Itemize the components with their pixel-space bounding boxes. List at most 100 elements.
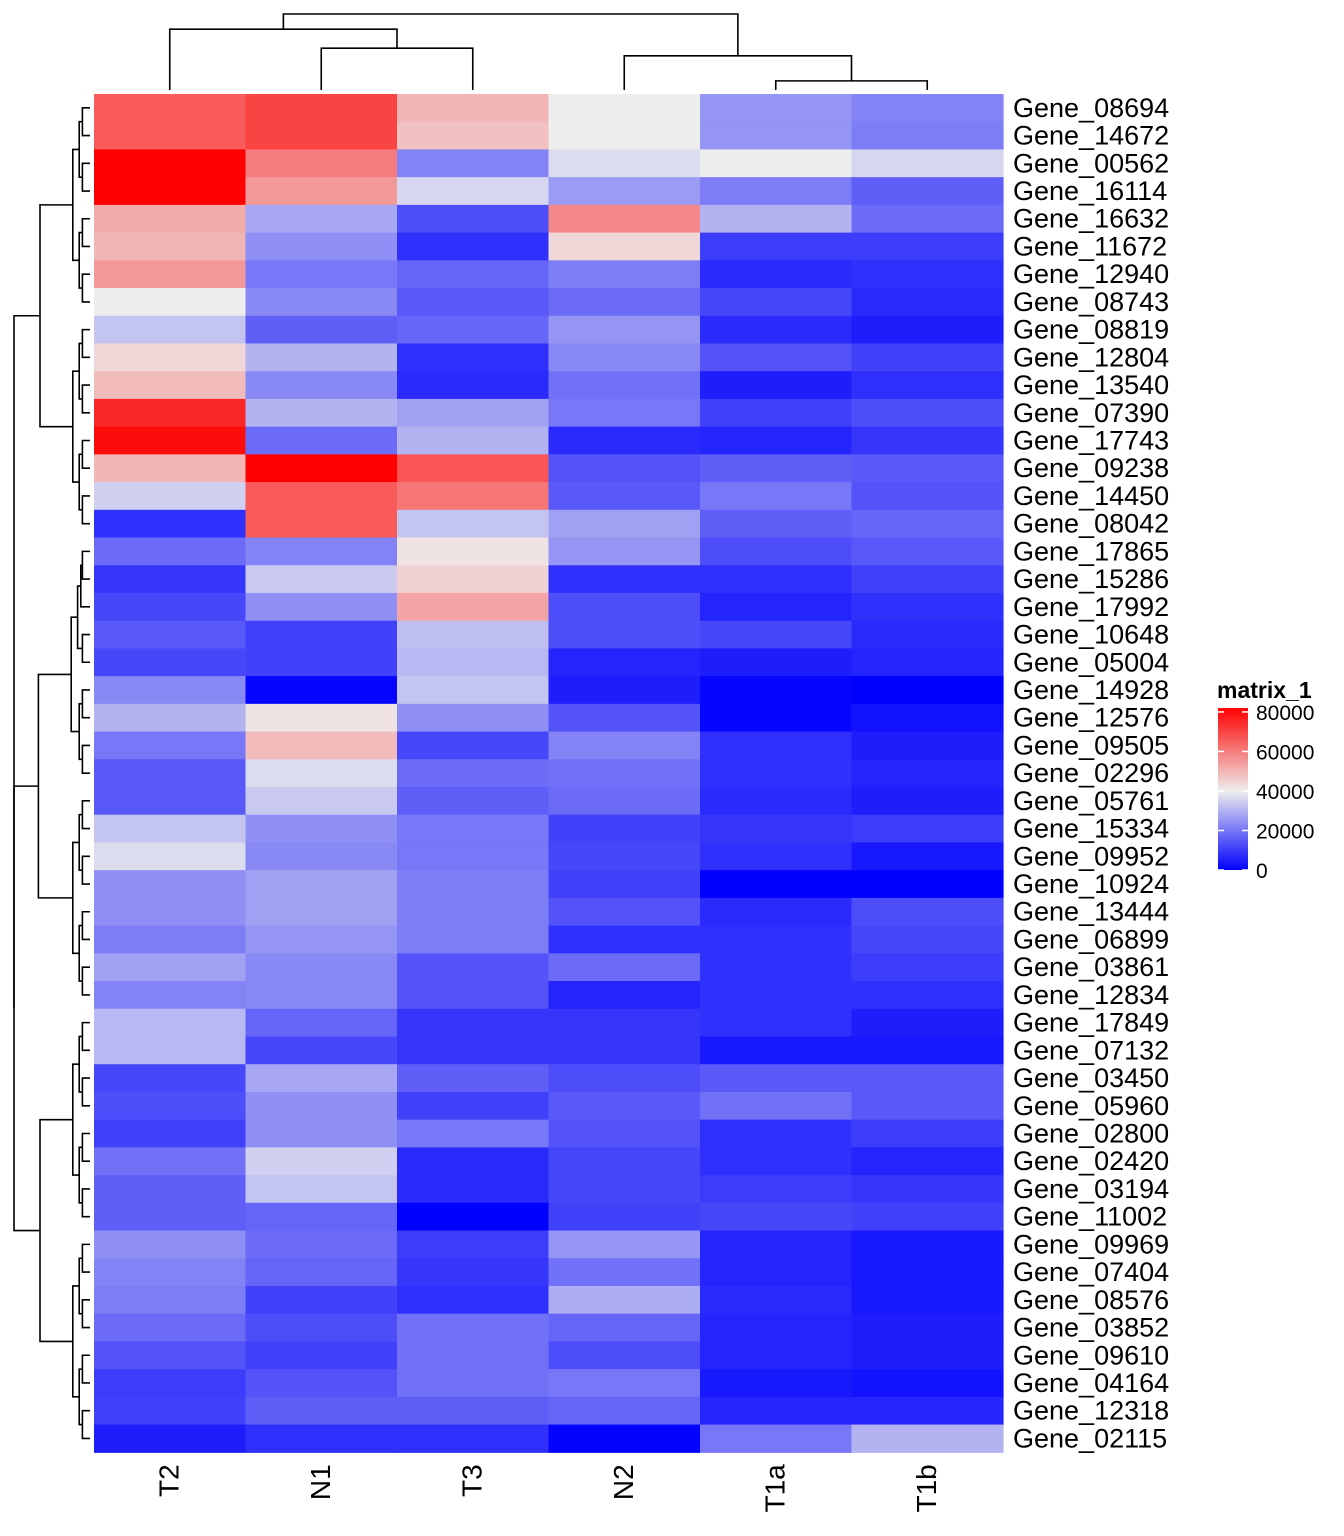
heatmap-cell: [548, 1119, 701, 1148]
heatmap-cell: [245, 620, 398, 649]
heatmap-cell: [700, 288, 853, 317]
column-dendrogram-branch: [168, 28, 398, 90]
heatmap-cell: [245, 204, 398, 234]
heatmap-cell: [94, 1091, 247, 1121]
heatmap-cell: [94, 1202, 247, 1232]
color-legend: matrix_1 80000 60000 40000 20000 0: [1217, 677, 1314, 883]
heatmap-cell: [700, 1285, 853, 1315]
heatmap-cell: [397, 398, 550, 428]
heatmap-cell: [94, 842, 247, 871]
heatmap-cell: [397, 1036, 550, 1065]
heatmap-cell: [700, 398, 853, 428]
heatmap-cell: [548, 897, 701, 927]
heatmap-cell: [245, 1424, 398, 1453]
heatmap-cell: [700, 482, 853, 511]
heatmap-cell: [94, 1036, 247, 1065]
heatmap-cell: [851, 398, 1004, 428]
heatmap-cell: [700, 1036, 853, 1065]
heatmap-cell: [397, 371, 550, 400]
heatmap-cell: [851, 1202, 1004, 1232]
heatmap-cell: [851, 149, 1004, 178]
heatmap-cell: [94, 288, 247, 317]
row-dendrogram-branch: [81, 1021, 90, 1052]
legend-tick-label: 0: [1256, 860, 1268, 883]
heatmap-cell: [548, 1008, 701, 1038]
gene-label: Gene_05761: [1013, 786, 1169, 816]
legend-title: matrix_1: [1217, 677, 1312, 703]
gene-label: Gene_12318: [1013, 1396, 1169, 1426]
heatmap-cell: [94, 371, 247, 400]
heatmap-cell: [700, 703, 853, 733]
heatmap-cell: [700, 343, 853, 372]
heatmap-cell: [851, 925, 1004, 954]
heatmap-cell: [245, 703, 398, 733]
heatmap-cell: [851, 676, 1004, 705]
gene-label: Gene_07132: [1013, 1035, 1169, 1065]
heatmap-cell: [94, 1008, 247, 1038]
legend-tick-label: 80000: [1256, 702, 1314, 725]
gene-label: Gene_17743: [1013, 426, 1169, 456]
heatmap-cell: [548, 1202, 701, 1232]
heatmap-cell: [851, 1313, 1004, 1342]
heatmap-cell: [851, 787, 1004, 816]
heatmap-cell: [851, 315, 1004, 345]
gene-label: Gene_12940: [1013, 259, 1169, 289]
heatmap-cell: [700, 454, 853, 483]
heatmap-cell: [851, 426, 1004, 455]
heatmap-cell: [851, 1230, 1004, 1259]
heatmap-cell: [94, 204, 247, 234]
gene-label: Gene_11672: [1013, 231, 1167, 261]
gene-label: Gene_04164: [1013, 1368, 1169, 1398]
heatmap-cell: [700, 260, 853, 289]
heatmap-cell: [548, 454, 701, 483]
heatmap-cell: [851, 1119, 1004, 1148]
heatmap-cell: [245, 814, 398, 844]
heatmap-cell: [245, 1285, 398, 1315]
heatmap-cell: [851, 1424, 1004, 1453]
heatmap-cell: [397, 121, 550, 151]
gene-label: Gene_14450: [1013, 481, 1169, 511]
heatmap-cell: [397, 842, 550, 871]
heatmap-cell: [397, 315, 550, 345]
row-dendrogram-branch: [81, 439, 90, 470]
row-dendrogram-branch: [81, 1077, 90, 1107]
heatmap-cell: [851, 1258, 1004, 1287]
heatmap-cell: [397, 343, 550, 372]
heatmap-cell: [851, 1341, 1004, 1370]
heatmap-cell: [548, 149, 701, 178]
heatmap-cell: [851, 454, 1004, 483]
heatmap-cell: [700, 648, 853, 677]
heatmap-cell: [851, 371, 1004, 400]
gene-label: Gene_16632: [1013, 204, 1169, 234]
heatmap-cell: [94, 1175, 247, 1204]
row-dendrogram-branch: [72, 148, 80, 262]
heatmap-cell: [851, 897, 1004, 927]
heatmap-cell: [548, 1064, 701, 1093]
heatmap-cell: [548, 288, 701, 317]
gene-label: Gene_17992: [1013, 592, 1169, 622]
heatmap-cell: [245, 1258, 398, 1287]
gene-label: Gene_08819: [1013, 315, 1169, 345]
heatmap-cell: [851, 565, 1004, 594]
gene-label: Gene_12576: [1013, 703, 1169, 733]
heatmap-cell: [245, 121, 398, 151]
heatmap-cell: [397, 925, 550, 954]
heatmap-cell: [245, 398, 398, 428]
heatmap-cell: [397, 814, 550, 844]
heatmap-cell: [700, 953, 853, 982]
heatmap-cells: [94, 94, 1004, 1453]
row-dendrogram-branch: [81, 689, 90, 719]
heatmap-cell: [397, 509, 550, 539]
row-dendrogram-branch: [81, 744, 90, 774]
heatmap-cell: [851, 814, 1004, 844]
heatmap-cell: [94, 759, 247, 788]
heatmap-cell: [245, 897, 398, 927]
heatmap-cell: [548, 703, 701, 733]
heatmap-cell: [548, 648, 701, 677]
row-dendrogram-branch: [81, 910, 90, 941]
heatmap-cell: [245, 1036, 398, 1065]
heatmap-cell: [700, 925, 853, 954]
column-dendrogram-branch: [774, 80, 929, 90]
gene-label: Gene_08576: [1013, 1285, 1169, 1315]
heatmap-cell: [245, 177, 398, 206]
